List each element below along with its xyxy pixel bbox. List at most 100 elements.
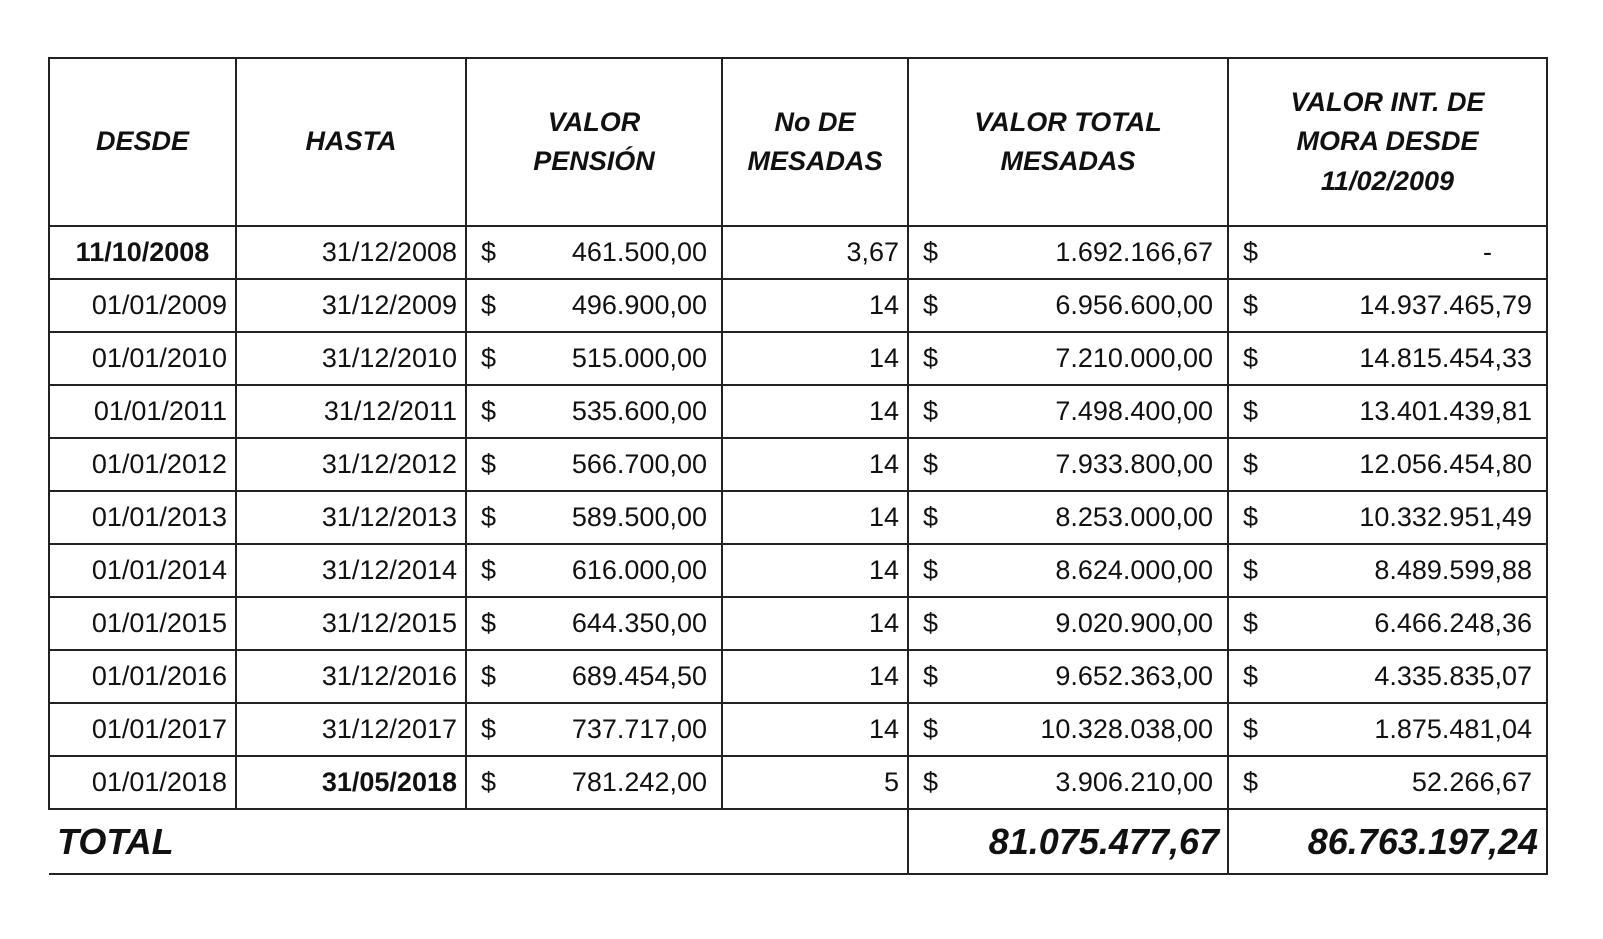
interes-cell: $4.335.835,07 <box>1227 649 1548 704</box>
currency-sign: $ <box>923 608 939 638</box>
amount: 689.454,50 <box>571 661 707 691</box>
data-row: 01/01/2017 31/12/2017 $737.717,00 14 $10.328… <box>48 702 1548 757</box>
interes-cell: $14.815.454,33 <box>1227 331 1548 386</box>
hasta-cell: 31/12/2010 <box>235 331 467 386</box>
data-row: 01/01/2016 31/12/2016 $689.454,50 14 $9.652.… <box>48 649 1548 704</box>
mesadas-cell: 14 <box>721 702 909 757</box>
total-mesadas-cell: $8.624.000,00 <box>907 543 1229 598</box>
interes-cell: $12.056.454,80 <box>1227 437 1548 492</box>
currency-sign: $ <box>923 714 939 744</box>
desde-cell: 01/01/2017 <box>48 702 237 757</box>
data-row: 01/01/2012 31/12/2012 $566.700,00 14 $7.933.… <box>48 437 1548 492</box>
currency-sign: $ <box>1243 608 1259 638</box>
mesadas-cell: 14 <box>721 437 909 492</box>
currency-sign: $ <box>923 661 939 691</box>
pension-cell: $589.500,00 <box>465 490 723 545</box>
data-row: 01/01/2013 31/12/2013 $589.500,00 14 $8.253.… <box>48 490 1548 545</box>
hasta-cell: 31/05/2018 <box>235 755 467 810</box>
total-mesadas-cell: $7.933.800,00 <box>907 437 1229 492</box>
currency-sign: $ <box>923 502 939 532</box>
amount: 7.498.400,00 <box>1055 396 1213 426</box>
total-mesadas-cell: $8.253.000,00 <box>907 490 1229 545</box>
currency-sign: $ <box>923 237 939 267</box>
currency-sign: $ <box>923 396 939 426</box>
currency-sign: $ <box>923 343 939 373</box>
amount: 8.489.599,88 <box>1374 555 1532 585</box>
total-mesadas-cell: $6.956.600,00 <box>907 278 1229 333</box>
header-cell: DESDE <box>48 57 237 227</box>
amount: 6.956.600,00 <box>1055 290 1213 320</box>
amount: - <box>1483 237 1492 267</box>
interes-cell: $1.875.481,04 <box>1227 702 1548 757</box>
amount: 14.937.465,79 <box>1359 290 1532 320</box>
pension-table: DESDE HASTA VALOR PENSIÓN No DE MESADAS … <box>48 57 1548 875</box>
currency-sign: $ <box>481 396 497 426</box>
header-cell: VALOR TOTAL MESADAS <box>907 57 1229 227</box>
amount: 515.000,00 <box>571 343 707 373</box>
pension-cell: $737.717,00 <box>465 702 723 757</box>
pension-cell: $616.000,00 <box>465 543 723 598</box>
mesadas-cell: 14 <box>721 649 909 704</box>
mesadas-cell: 14 <box>721 278 909 333</box>
header-cell: No DE MESADAS <box>721 57 909 227</box>
currency-sign: $ <box>1243 343 1259 373</box>
interes-cell: $10.332.951,49 <box>1227 490 1548 545</box>
desde-cell: 01/01/2018 <box>48 755 237 810</box>
desde-cell: 01/01/2014 <box>48 543 237 598</box>
pension-cell: $515.000,00 <box>465 331 723 386</box>
mesadas-cell: 14 <box>721 331 909 386</box>
currency-sign: $ <box>1243 714 1259 744</box>
currency-sign: $ <box>481 343 497 373</box>
amount: 8.253.000,00 <box>1055 502 1213 532</box>
desde-cell: 01/01/2012 <box>48 437 237 492</box>
currency-sign: $ <box>481 555 497 585</box>
amount: 14.815.454,33 <box>1359 343 1532 373</box>
currency-sign: $ <box>923 290 939 320</box>
currency-sign: $ <box>1243 290 1259 320</box>
amount: 9.020.900,00 <box>1055 608 1213 638</box>
currency-sign: $ <box>481 290 497 320</box>
currency-sign: $ <box>481 502 497 532</box>
amount: 535.600,00 <box>571 396 707 426</box>
hasta-cell: 31/12/2012 <box>235 437 467 492</box>
interes-cell: $8.489.599,88 <box>1227 543 1548 598</box>
total-mesadas-cell: $9.652.363,00 <box>907 649 1229 704</box>
interes-cell: $ - <box>1227 225 1548 280</box>
currency-sign: $ <box>1243 396 1259 426</box>
total-mesadas-cell: $1.692.166,67 <box>907 225 1229 280</box>
mesadas-cell: 14 <box>721 596 909 651</box>
amount: 7.933.800,00 <box>1055 449 1213 479</box>
mesadas-cell: 14 <box>721 543 909 598</box>
interes-cell: $13.401.439,81 <box>1227 384 1548 439</box>
currency-sign: $ <box>481 449 497 479</box>
pension-cell: $496.900,00 <box>465 278 723 333</box>
amount: 781.242,00 <box>571 767 707 797</box>
mesadas-cell: 5 <box>721 755 909 810</box>
currency-sign: $ <box>923 767 939 797</box>
amount: 7.210.000,00 <box>1055 343 1213 373</box>
interes-cell: $52.266,67 <box>1227 755 1548 810</box>
header-row: DESDE HASTA VALOR PENSIÓN No DE MESADAS … <box>48 57 1548 227</box>
data-row: 01/01/2018 31/05/2018 $781.242,00 5 $3.906.2… <box>48 755 1548 810</box>
desde-cell: 11/10/2008 <box>48 225 237 280</box>
desde-cell: 01/01/2009 <box>48 278 237 333</box>
header-cell: HASTA <box>235 57 467 227</box>
amount: 8.624.000,00 <box>1055 555 1213 585</box>
data-row: 01/01/2009 31/12/2009 $496.900,00 14 $6.956.… <box>48 278 1548 333</box>
amount: 13.401.439,81 <box>1359 396 1532 426</box>
amount: 52.266,67 <box>1411 767 1532 797</box>
pension-cell: $689.454,50 <box>465 649 723 704</box>
hasta-cell: 31/12/2017 <box>235 702 467 757</box>
total-mesadas-cell: $7.498.400,00 <box>907 384 1229 439</box>
total-value: 81.075.477,67 <box>907 808 1229 875</box>
amount: 10.332.951,49 <box>1359 502 1532 532</box>
total-mesadas-cell: $9.020.900,00 <box>907 596 1229 651</box>
currency-sign: $ <box>481 714 497 744</box>
amount: 9.652.363,00 <box>1055 661 1213 691</box>
desde-cell: 01/01/2013 <box>48 490 237 545</box>
currency-sign: $ <box>481 608 497 638</box>
data-row: 01/01/2011 31/12/2011 $535.600,00 14 $7.498.… <box>48 384 1548 439</box>
desde-cell: 01/01/2010 <box>48 331 237 386</box>
pension-cell: $644.350,00 <box>465 596 723 651</box>
